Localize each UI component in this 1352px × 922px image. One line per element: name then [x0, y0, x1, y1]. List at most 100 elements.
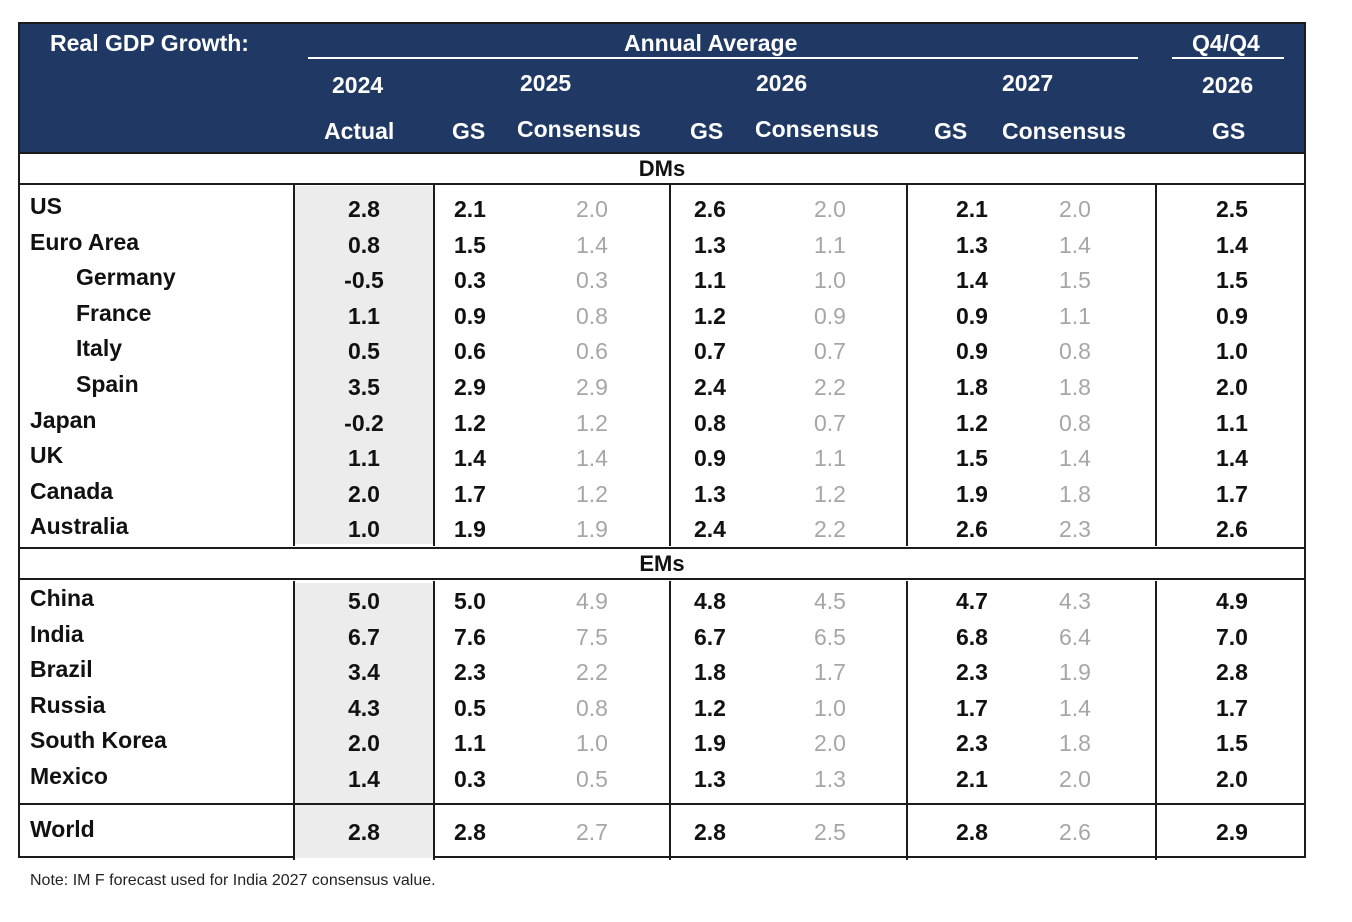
table-cell: 1.1 [814, 231, 846, 258]
table-cell: 3.5 [348, 374, 380, 400]
table-cell: 1.8 [1059, 374, 1091, 400]
table-cell: 1.0 [814, 267, 846, 294]
table-cell: 2.0 [1216, 766, 1248, 792]
row-label: Australia [30, 513, 129, 540]
table-cell: 1.7 [1216, 694, 1248, 721]
table-cell: 1.4 [1059, 694, 1091, 721]
column-divider [669, 184, 671, 546]
subhead-actual: Actual [324, 118, 395, 144]
table-cell: 2.1 [956, 196, 988, 222]
table-cell: 2.5 [1216, 196, 1248, 222]
row-label: World [30, 816, 95, 842]
table-cell: 1.0 [814, 694, 846, 721]
table-cell: 1.1 [694, 267, 726, 294]
annual-average-header: Annual Average [624, 30, 798, 56]
actual-column-shade [294, 186, 434, 544]
column-divider [906, 184, 908, 546]
table-cell: 0.5 [348, 338, 380, 365]
subhead-gs-2026: GS [690, 118, 724, 144]
table-cell: 1.3 [694, 766, 726, 792]
table-cell: 1.1 [1059, 302, 1091, 329]
table-cell: 1.4 [1059, 445, 1091, 472]
table-cell: 2.8 [1216, 659, 1248, 686]
table-cell: 1.2 [694, 302, 726, 329]
table-cell: 1.4 [1059, 231, 1091, 258]
table-cell: 0.8 [1059, 409, 1091, 436]
table-cell: 0.3 [454, 766, 486, 792]
subhead-consensus-2025: Consensus [517, 116, 641, 142]
table-cell: 2.6 [956, 516, 988, 543]
table-cell: 1.9 [956, 480, 988, 507]
subhead-gs-2027: GS [934, 118, 968, 144]
row-label: Spain [76, 371, 139, 397]
table-cell: 0.9 [1216, 302, 1248, 329]
table-cell: 0.9 [814, 302, 846, 329]
table-cell: 6.5 [814, 623, 846, 650]
table-cell: 2.6 [1216, 516, 1248, 543]
row-label: India [30, 620, 84, 647]
table-cell: 7.0 [1216, 623, 1248, 650]
table-cell: 1.9 [454, 516, 486, 543]
table-cell: -0.5 [344, 267, 384, 294]
year-2025: 2025 [520, 70, 572, 96]
table-cell: 1.3 [694, 231, 726, 258]
gdp-growth-table: Real GDP Growth: Annual Average Q4/Q4 20… [18, 22, 1306, 860]
table-cell: 1.1 [1216, 409, 1248, 436]
column-divider [433, 804, 435, 860]
table-cell: 1.2 [576, 409, 608, 436]
column-divider [433, 184, 435, 546]
table-cell: 0.8 [348, 231, 380, 258]
table-cell: 1.4 [956, 267, 988, 294]
table-cell: 2.8 [348, 819, 380, 845]
row-label: Canada [30, 477, 114, 504]
table-cell: 2.0 [1059, 766, 1091, 792]
q4q4-rule [1172, 57, 1284, 59]
section-dms: DMs [20, 152, 1304, 185]
table-cell: 1.1 [454, 730, 486, 757]
table-cell: 2.0 [576, 196, 608, 222]
table-cell: 2.9 [1216, 819, 1248, 845]
table-cell: 2.3 [454, 659, 486, 686]
table-cell: 0.9 [956, 338, 988, 365]
table-cell: 1.4 [1216, 445, 1248, 472]
table-cell: 2.4 [694, 374, 726, 400]
footnote: Note: IM F forecast used for India 2027 … [30, 872, 436, 889]
table-cell: 6.8 [956, 623, 988, 650]
table-cell: 0.5 [576, 766, 608, 792]
table-cell: 4.3 [348, 694, 380, 721]
table-cell: 2.5 [814, 819, 846, 845]
column-divider [293, 581, 295, 808]
table-cell: 0.5 [454, 694, 486, 721]
table-cell: 2.0 [1059, 196, 1091, 222]
table-cell: 2.3 [1059, 516, 1091, 543]
table-cell: 1.0 [348, 516, 380, 543]
table-cell: 0.6 [454, 338, 486, 365]
table-cell: 2.3 [956, 730, 988, 757]
table-cell: 2.9 [454, 374, 486, 400]
table-cell: 7.6 [454, 623, 486, 650]
subhead-gs-2025: GS [452, 118, 486, 144]
table-cell: 4.5 [814, 588, 846, 614]
table-cell: 1.8 [694, 659, 726, 686]
table-cell: 0.8 [1059, 338, 1091, 365]
table-cell: 1.4 [576, 231, 608, 258]
table-cell: 0.8 [576, 302, 608, 329]
row-label: UK [30, 442, 64, 469]
table-cell: 1.1 [814, 445, 846, 472]
table-cell: 1.2 [814, 480, 846, 507]
column-divider [906, 581, 908, 808]
year-2027: 2027 [1002, 70, 1054, 96]
subhead-consensus-2026: Consensus [755, 116, 879, 142]
table-cell: 6.7 [348, 623, 380, 650]
table-cell: 0.7 [814, 338, 846, 365]
column-divider [669, 581, 671, 808]
q4q4-header: Q4/Q4 [1192, 30, 1260, 56]
table-cell: 2.0 [348, 480, 380, 507]
column-divider [433, 581, 435, 808]
table-cell: 0.7 [814, 409, 846, 436]
world-row-divider [20, 803, 1304, 805]
table-cell: 4.7 [956, 588, 988, 614]
table-cell: 1.5 [956, 445, 988, 472]
table-cell: 1.9 [576, 516, 608, 543]
row-label: South Korea [30, 727, 167, 754]
